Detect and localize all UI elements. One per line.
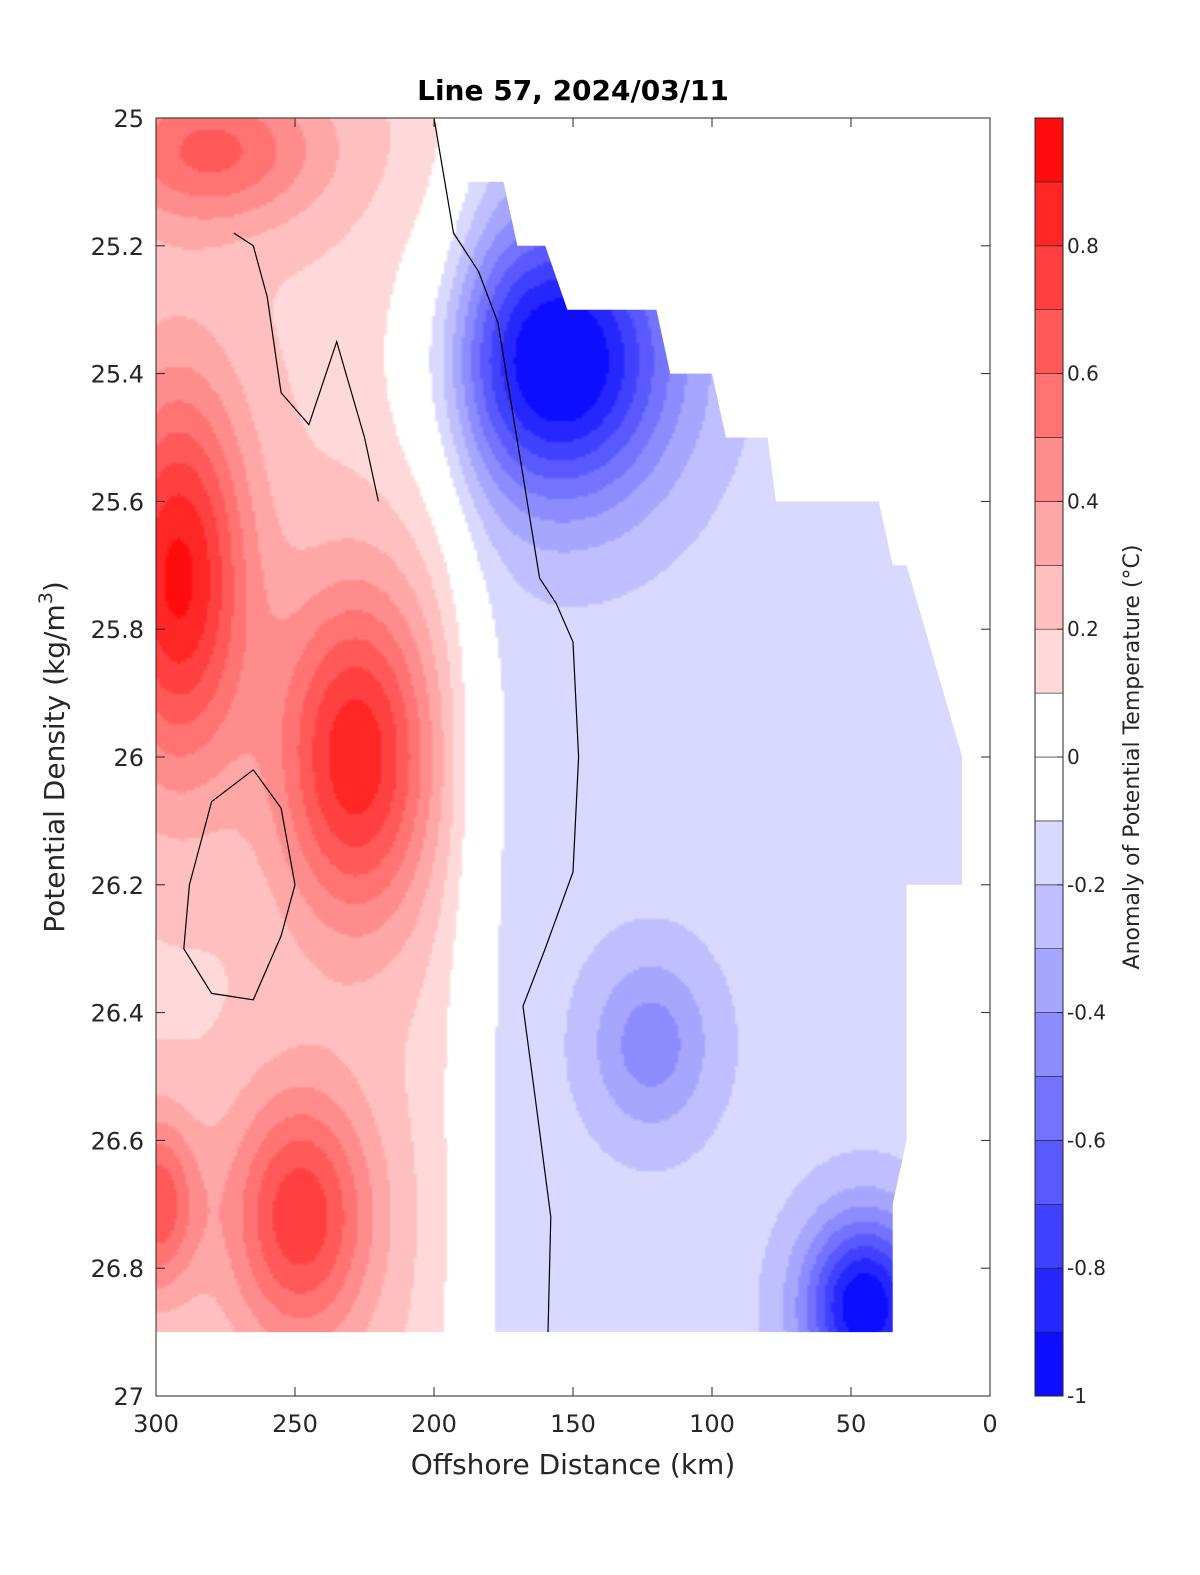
colorbar-band xyxy=(1034,692,1064,758)
colorbar-band xyxy=(1034,820,1064,886)
y-axis-ticks: 25 25.2 25.4 25.6 25.8 26 26.2 26.4 26.6 26.8 27 xyxy=(91,105,990,1411)
colorbar-band xyxy=(1034,884,1064,949)
colorbar-label: Anomaly of Potential Temperature (°C) xyxy=(1120,545,1145,970)
y-tick-label: 26.8 xyxy=(91,1255,144,1283)
colorbar-tick-label: -1 xyxy=(1067,1384,1087,1408)
x-tick-label: 100 xyxy=(689,1410,735,1438)
colorbar-tick-label: -0.8 xyxy=(1067,1256,1106,1280)
x-axis-ticks: 300 250 200 150 100 50 0 xyxy=(133,118,998,1438)
colorbar-ticks: -1 -0.8 -0.6 -0.4 -0.2 0 0.2 0.4 0.6 0.8 xyxy=(1057,234,1106,1408)
colorbar-tick-label: -0.4 xyxy=(1067,1001,1106,1025)
colorbar-band xyxy=(1034,501,1064,566)
colorbar-tick-label: -0.2 xyxy=(1067,873,1106,897)
y-tick-label: 25.8 xyxy=(91,616,144,644)
y-tick-label: 26.2 xyxy=(91,872,144,900)
colorbar-band xyxy=(1034,756,1064,822)
y-tick-label: 25 xyxy=(113,105,144,133)
colorbar-tick-label: 0.4 xyxy=(1067,489,1099,513)
plot-area: 300 250 200 150 100 50 0 2525.225.425.625.8262… xyxy=(91,105,998,1438)
y-tick-label: 26.6 xyxy=(91,1127,144,1155)
x-tick-label: 200 xyxy=(411,1410,457,1438)
x-tick-label: 0 xyxy=(982,1410,997,1438)
colorbar-band xyxy=(1034,181,1064,247)
x-tick-label: 50 xyxy=(836,1410,867,1438)
zero-contour-line xyxy=(233,232,379,502)
y-tick-label: 25.4 xyxy=(91,361,144,389)
colorbar-band xyxy=(1034,1267,1064,1333)
colorbar-band xyxy=(1034,309,1064,374)
y-tick-label: 26.4 xyxy=(91,1000,144,1028)
zero-contour-line xyxy=(183,769,296,1001)
y-tick-label: 27 xyxy=(113,1383,144,1411)
y-tick-label: 25.6 xyxy=(91,488,144,516)
colorbar-band xyxy=(1034,1140,1064,1205)
y-tick-label: 25.2 xyxy=(91,233,144,261)
colorbar-tick-label: 0 xyxy=(1067,745,1080,769)
colorbar-tick-label: 0.6 xyxy=(1067,362,1099,386)
colorbar-band xyxy=(1034,1204,1064,1269)
zero-contour-lines xyxy=(183,118,580,1333)
colorbar-band xyxy=(1034,437,1064,502)
y-axis-label-close: ) xyxy=(38,581,71,592)
y-axis-label-superscript: 3 xyxy=(35,592,57,604)
x-tick-label: 250 xyxy=(272,1410,318,1438)
colorbar-band xyxy=(1034,1331,1064,1397)
colorbar-band xyxy=(1034,245,1064,311)
colorbar: -1 -0.8 -0.6 -0.4 -0.2 0 0.2 0.4 0.6 0.8 Anomaly … xyxy=(1034,117,1145,1408)
y-axis-label: Potential Density (kg/m3) xyxy=(35,581,71,933)
colorbar-band xyxy=(1034,373,1064,438)
colorbar-band xyxy=(1034,948,1064,1013)
colorbar-band xyxy=(1034,117,1064,183)
colorbar-band xyxy=(1034,1076,1064,1141)
colorbar-band xyxy=(1034,564,1064,630)
colorbar-tick-label: 0.2 xyxy=(1067,617,1099,641)
colorbar-band xyxy=(1034,628,1064,694)
chart-title: Line 57, 2024/03/11 xyxy=(417,74,729,107)
x-axis-label: Offshore Distance (km) xyxy=(411,1448,736,1481)
colorbar-band xyxy=(1034,1012,1064,1077)
y-tick-label: 26 xyxy=(113,744,144,772)
colorbar-tick-label: -0.6 xyxy=(1067,1128,1106,1152)
colorbar-tick-label: 0.8 xyxy=(1067,234,1099,258)
x-tick-label: 300 xyxy=(133,1410,179,1438)
colorbar-bands xyxy=(1034,117,1064,1397)
zero-contour-line xyxy=(433,118,580,1333)
x-tick-label: 150 xyxy=(550,1410,596,1438)
